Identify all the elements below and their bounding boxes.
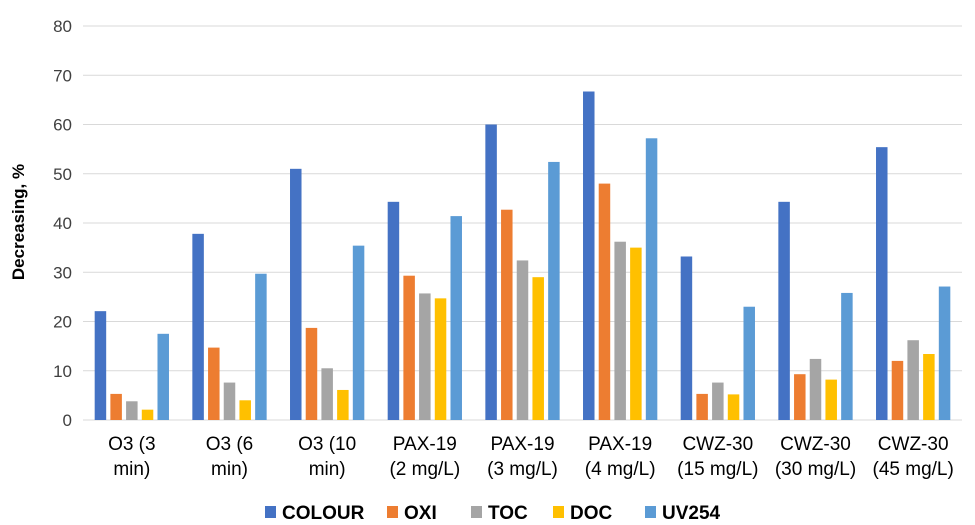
bar-colour [94,311,107,420]
x-tick-label: PAX-19 (3 mg/L) [487,434,558,480]
series-colour [94,91,888,420]
bars-layer [94,91,951,421]
series-doc [141,247,935,420]
x-tick-label: PAX-19 (2 mg/L) [389,434,460,480]
bar-colour [583,91,595,420]
bar-colour [778,201,790,420]
bar-oxi [598,183,611,420]
legend-label: COLOUR [282,503,365,524]
bar-doc [239,400,251,420]
bar-oxi [208,347,220,420]
y-tick-label: 10 [53,362,72,381]
bar-uv254 [450,216,462,420]
legend: COLOUR OXI TOC DOC UV254 [265,503,721,524]
bar-uv254 [255,273,267,420]
bar-toc [516,260,529,420]
y-tick-label: 70 [53,66,72,85]
legend-swatch [645,506,656,518]
bar-toc [712,382,724,420]
bar-doc [141,409,154,420]
bar-uv254 [743,306,755,420]
legend-label: OXI [404,503,437,524]
bar-colour [876,147,888,420]
bar-colour [387,201,400,420]
bar-uv254 [548,161,560,420]
legend-item-doc: DOC [553,503,613,524]
bar-toc [809,358,822,420]
y-tick-label: 20 [53,313,72,332]
bar-oxi [891,360,904,420]
bar-doc [532,277,544,420]
bar-uv254 [645,138,658,421]
bar-oxi [110,393,122,420]
bar-oxi [696,393,708,420]
x-tick-label: CWZ-30 (15 mg/L) [677,434,758,480]
legend-label: DOC [570,503,613,524]
bar-doc [727,394,740,420]
y-tick-label: 60 [53,116,72,135]
legend-label: TOC [488,503,528,524]
bar-oxi [403,275,415,420]
x-axis-labels: O3 (3 min) O3 (6 min) O3 (10 min) PAX-19 (2 mg/… [108,434,954,480]
x-tick-label: O3 (3 min) [108,434,156,480]
bar-uv254 [352,245,365,420]
x-tick-label: CWZ-30 (30 mg/L) [775,434,856,480]
bar-doc [337,389,349,420]
bar-uv254 [841,292,853,420]
y-tick-label: 0 [63,411,72,430]
bar-toc [419,293,431,420]
legend-swatch [265,506,276,518]
bar-toc [907,340,919,420]
y-tick-label: 80 [53,17,72,36]
bar-colour [680,256,693,420]
bar-uv254 [157,333,169,420]
legend-swatch [553,506,564,518]
legend-swatch [387,506,398,518]
bar-toc [126,401,138,420]
legend-item-toc: TOC [471,503,528,524]
x-tick-label: O3 (10 min) [298,434,356,480]
bar-toc [223,382,236,420]
bar-doc [630,247,642,420]
legend-item-colour: COLOUR [265,503,365,524]
legend-label: UV254 [662,503,721,524]
bar-doc [825,379,837,420]
series-oxi [110,183,904,420]
bar-uv254 [938,286,951,420]
legend-item-uv254: UV254 [645,503,721,524]
grid-layer [83,25,962,421]
y-tick-label: 30 [53,263,72,282]
y-axis-title: Decreasing, % [9,164,28,280]
bar-doc [923,354,935,420]
bar-toc [614,241,626,420]
legend-swatch [471,506,482,518]
bar-colour [192,233,204,420]
bar-oxi [501,209,513,420]
bar-doc [434,298,447,420]
bar-colour [485,124,497,420]
legend-item-oxi: OXI [387,503,437,524]
bar-toc [321,368,333,420]
bar-colour [290,168,302,420]
x-tick-label: CWZ-30 (45 mg/L) [873,434,954,480]
series-toc [126,241,919,420]
y-tick-label: 50 [53,165,72,184]
bar-oxi [794,374,806,420]
x-tick-label: PAX-19 (4 mg/L) [585,434,656,480]
y-axis-ticks: 0 10 20 30 40 50 60 70 80 [53,17,72,430]
series-uv254 [157,138,951,421]
y-tick-label: 40 [53,214,72,233]
x-tick-label: O3 (6 min) [206,434,254,480]
bar-oxi [305,327,318,420]
